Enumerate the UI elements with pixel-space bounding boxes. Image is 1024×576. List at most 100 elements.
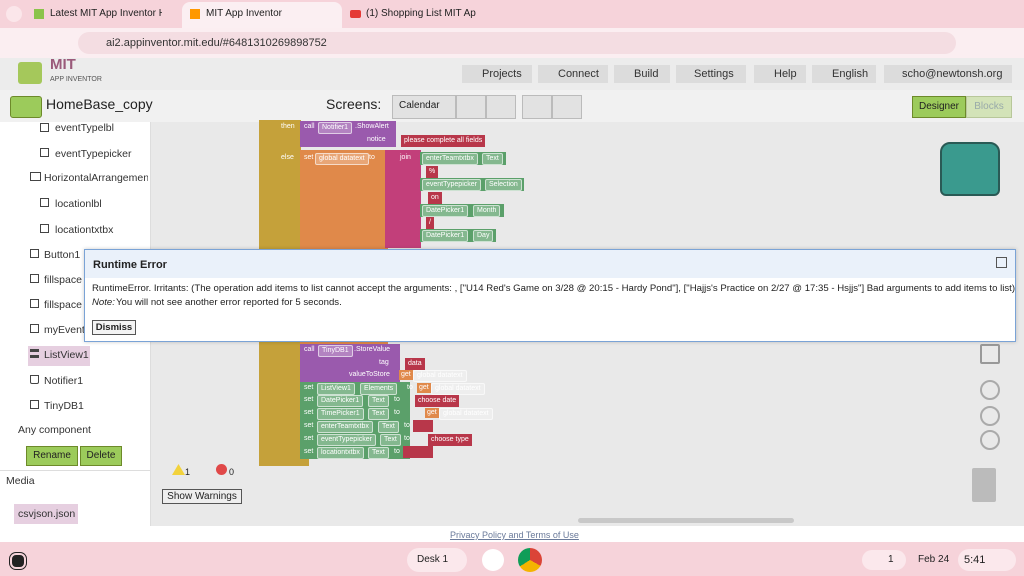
- screen-name: Calendar: [399, 100, 440, 111]
- component[interactable]: ListView1: [44, 349, 89, 361]
- menu-button[interactable]: Connect: [538, 65, 608, 83]
- blocks-button[interactable]: Blocks: [966, 96, 1012, 118]
- component[interactable]: TinyDB1: [44, 400, 84, 412]
- block-text: .StoreValue: [354, 346, 391, 353]
- status-area[interactable]: 5:41: [958, 549, 1016, 571]
- component[interactable]: fillspace: [44, 274, 82, 286]
- text-getter[interactable]: [420, 229, 496, 242]
- remove-screen[interactable]: [486, 95, 516, 119]
- block-text: to: [404, 435, 410, 442]
- date[interactable]: Feb 24: [918, 554, 950, 565]
- notification-pill[interactable]: 1: [862, 550, 906, 570]
- rename-button[interactable]: Rename: [26, 446, 78, 466]
- scrollbar[interactable]: [578, 518, 794, 523]
- label-icon: [40, 198, 49, 207]
- url-field[interactable]: ai2.appinventor.mit.edu/#648131026989875…: [78, 32, 956, 54]
- component[interactable]: HorizontalArrangemen: [44, 172, 148, 184]
- menu-button[interactable]: Help: [754, 65, 806, 83]
- text-getter[interactable]: [420, 178, 524, 191]
- footer-link[interactable]: Privacy Policy and Terms of Use: [450, 530, 579, 540]
- show-warnings-button[interactable]: Show Warnings: [162, 489, 242, 504]
- desk-switcher[interactable]: Desk 1: [407, 548, 467, 572]
- component[interactable]: Button1: [44, 249, 81, 261]
- assistant-icon[interactable]: [482, 549, 504, 571]
- join-block[interactable]: [385, 150, 421, 248]
- menu-label: English: [832, 68, 869, 80]
- dialog-title: Runtime Error: [93, 259, 167, 271]
- block-text: Text: [368, 447, 389, 459]
- block-text: Text: [368, 395, 389, 407]
- text-getter[interactable]: [420, 204, 504, 217]
- menu-button[interactable]: English: [812, 65, 876, 83]
- block-text: eventTypepicker: [317, 434, 376, 446]
- component[interactable]: fillspace: [44, 299, 82, 311]
- menu-label: Projects: [482, 68, 522, 80]
- block-text: to: [404, 422, 410, 429]
- zoom-in[interactable]: [980, 406, 1000, 426]
- logo-title: MIT: [50, 56, 76, 73]
- logo-subtitle: APP INVENTOR: [50, 76, 102, 83]
- block-text: .ShowAlert: [355, 123, 389, 130]
- close-button[interactable]: [996, 257, 1007, 268]
- center-button[interactable]: [980, 380, 1000, 400]
- backpack[interactable]: [940, 142, 1000, 196]
- tab[interactable]: (1) Shopping List MIT App Inven: [344, 2, 498, 28]
- block-text: TinyDB1: [318, 345, 353, 357]
- menu-button[interactable]: Projects: [462, 65, 532, 83]
- zoom-out[interactable]: [980, 430, 1000, 450]
- screens-label: Screens:: [326, 96, 382, 112]
- listview-icon: [30, 349, 39, 358]
- storevalue-block[interactable]: [300, 344, 400, 382]
- gallery-button[interactable]: [552, 95, 582, 119]
- error-icon: [216, 464, 227, 475]
- tab-search[interactable]: [6, 6, 22, 22]
- block-text: global datatext: [315, 153, 369, 165]
- call-block[interactable]: [300, 121, 396, 147]
- tab-title: MIT App Inventor: [206, 8, 282, 19]
- block-text: get: [425, 408, 439, 418]
- block-text: Day: [473, 230, 494, 242]
- block-text: DatePicker1: [317, 395, 364, 407]
- component[interactable]: locationlbl: [55, 198, 102, 210]
- block-text: enterTeamtxtbx: [317, 421, 373, 433]
- component[interactable]: myEvent: [44, 324, 85, 336]
- component[interactable]: locationtxtbx: [55, 224, 114, 236]
- delete-button[interactable]: Delete: [80, 446, 122, 466]
- block-text: Text: [378, 421, 399, 433]
- media-item[interactable]: csvjson.json: [14, 504, 78, 524]
- text-getter[interactable]: [420, 152, 506, 165]
- block-text: please complete all fields: [401, 135, 486, 147]
- component[interactable]: eventTypepicker: [55, 148, 132, 160]
- component[interactable]: Notifier1: [44, 375, 84, 387]
- empty-string[interactable]: [413, 420, 433, 432]
- launcher[interactable]: [10, 553, 26, 569]
- dismiss-button[interactable]: Dismiss: [92, 320, 136, 335]
- chrome-icon[interactable]: [518, 548, 542, 572]
- screen-dropdown[interactable]: Calendar: [392, 95, 456, 119]
- workspace-control[interactable]: [980, 344, 1000, 364]
- divider: [0, 470, 150, 471]
- back-button[interactable]: [10, 96, 42, 118]
- tab-active[interactable]: MIT App Inventor: [182, 2, 342, 28]
- block-text: TimePicker1: [317, 408, 364, 420]
- tab[interactable]: Latest MIT App Inventor Help to: [26, 2, 180, 28]
- any-component[interactable]: Any component: [18, 424, 91, 436]
- trash[interactable]: [972, 468, 996, 502]
- menu-button[interactable]: Settings: [676, 65, 746, 83]
- block-text: set: [304, 448, 314, 455]
- block-text: ListView1: [317, 383, 355, 395]
- time: 5:41: [964, 554, 986, 566]
- menu-button[interactable]: scho@newtonsh.org: [884, 65, 1012, 83]
- component[interactable]: eventTypelbl: [55, 122, 114, 134]
- add-screen[interactable]: [456, 95, 486, 119]
- settings-button[interactable]: [522, 95, 552, 119]
- empty-string[interactable]: [403, 446, 433, 458]
- designer-button[interactable]: Designer: [912, 96, 966, 118]
- tinydb-icon: [30, 400, 39, 409]
- url: ai2.appinventor.mit.edu/#648131026989875…: [106, 37, 327, 49]
- block-text: global datatext: [431, 383, 485, 395]
- block-text: call: [304, 123, 315, 130]
- menu-button[interactable]: Build: [614, 65, 670, 83]
- block-text: choose date: [415, 395, 460, 407]
